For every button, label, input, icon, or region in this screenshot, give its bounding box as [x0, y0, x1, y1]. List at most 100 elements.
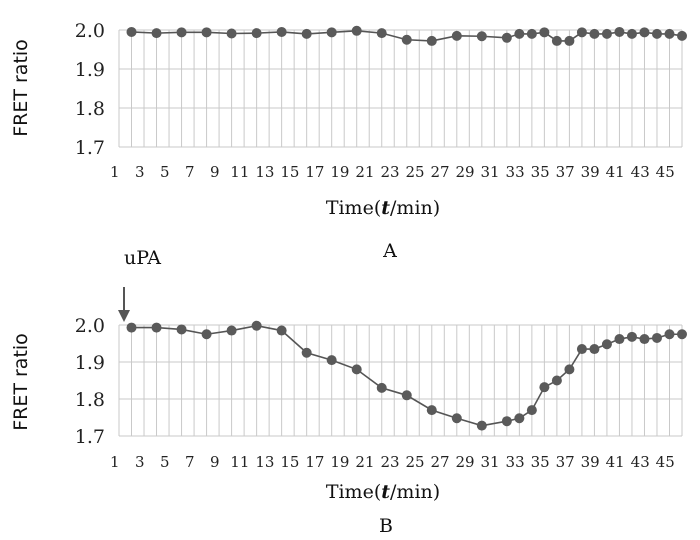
data-point — [126, 26, 137, 37]
x-ticks-a: 1 3 5 7 9 11 13 15 17 19 21 23 25 27 29 31 33 35 37 39 41 43 4… — [110, 163, 675, 181]
data-point — [326, 27, 337, 38]
y-tick-label: 1.8 — [75, 389, 105, 411]
x-tick-label: 17 — [305, 453, 324, 471]
data-point — [677, 30, 687, 41]
x-axis-label-b: Time(t/min) — [326, 481, 440, 503]
y-tick-label: 1.9 — [75, 352, 105, 374]
x-tick-label: 29 — [456, 453, 475, 471]
data-point — [201, 329, 212, 340]
data-point — [514, 413, 525, 424]
x-tick-label: 13 — [255, 163, 274, 181]
x-tick-label: 3 — [135, 453, 145, 471]
data-point — [514, 28, 525, 39]
y-ticks-b: 2.0 1.9 1.8 1.7 — [75, 315, 105, 448]
data-point — [401, 34, 412, 45]
data-point — [176, 324, 187, 335]
x-tick-label: 21 — [355, 453, 374, 471]
data-point — [226, 325, 237, 336]
data-point — [614, 26, 625, 37]
x-axis-label-a-prefix: Time( — [326, 197, 381, 219]
data-point — [614, 334, 625, 345]
data-point — [664, 329, 675, 340]
data-point — [626, 331, 637, 342]
x-tick-label: 37 — [556, 453, 575, 471]
x-tick-label: 33 — [506, 453, 525, 471]
x-tick-label: 1 — [110, 163, 120, 181]
x-tick-label: 17 — [305, 163, 324, 181]
data-point — [351, 25, 362, 36]
x-tick-label: 11 — [230, 163, 249, 181]
data-point — [451, 413, 462, 424]
data-point — [639, 27, 650, 38]
data-point — [564, 364, 575, 375]
x-tick-label: 9 — [210, 163, 220, 181]
y-axis-label-b: FRET ratio — [10, 333, 32, 431]
data-point — [539, 382, 550, 393]
data-point — [126, 322, 137, 333]
x-tick-label: 15 — [280, 453, 299, 471]
series-a — [126, 25, 687, 46]
data-point — [251, 28, 262, 39]
data-point — [601, 339, 612, 350]
chart-panel-b: uPA 2.01.91.81.7 1 3 5 7 9 11 13 15 17 19 21 23 25 27… — [10, 247, 687, 537]
data-point — [351, 364, 362, 375]
data-point — [376, 28, 387, 39]
data-point — [301, 347, 312, 358]
x-tick-label: 23 — [380, 163, 399, 181]
data-point — [626, 28, 637, 39]
y-tick-label: 1.9 — [75, 59, 105, 81]
y-tick-label: 1.7 — [75, 137, 105, 159]
data-point — [251, 320, 262, 331]
x-tick-label: 43 — [631, 163, 650, 181]
data-point — [501, 416, 512, 427]
x-tick-label: 19 — [330, 453, 349, 471]
x-ticks-b: 1 3 5 7 9 11 13 15 17 19 21 23 25 27 29 31 33 35 37 39 41 43 4… — [110, 453, 675, 471]
data-point — [426, 35, 437, 46]
x-tick-label: 5 — [160, 453, 170, 471]
data-point — [551, 375, 562, 386]
x-axis-label-a-suffix: /min) — [390, 197, 440, 219]
x-tick-label: 27 — [430, 453, 449, 471]
x-axis-label-b-suffix: /min) — [390, 481, 440, 503]
data-point — [476, 420, 487, 431]
x-tick-label: 45 — [656, 163, 675, 181]
y-tick-label: 2.0 — [75, 315, 105, 337]
x-tick-label: 31 — [481, 163, 500, 181]
data-point — [589, 28, 600, 39]
data-point — [576, 27, 587, 38]
y-tick-label: 1.7 — [75, 426, 105, 448]
x-tick-label: 7 — [185, 163, 195, 181]
data-point — [451, 30, 462, 41]
data-point — [651, 28, 662, 39]
x-axis-label-a: Time(t/min) — [326, 197, 440, 219]
grid-b — [118, 324, 683, 437]
y-axis-label-a: FRET ratio — [10, 39, 32, 137]
x-tick-label: 39 — [581, 163, 600, 181]
data-point — [526, 405, 537, 416]
data-point — [151, 322, 162, 333]
x-tick-label: 25 — [405, 453, 424, 471]
data-point — [401, 390, 412, 401]
data-point — [276, 26, 287, 37]
x-tick-label: 7 — [185, 453, 195, 471]
data-point — [501, 32, 512, 43]
data-point — [639, 334, 650, 345]
data-point — [226, 28, 237, 39]
data-point — [426, 405, 437, 416]
x-tick-label: 19 — [330, 163, 349, 181]
y-ticks-a: 2.0 1.9 1.8 1.7 — [75, 20, 105, 159]
x-axis-label-a-var: t — [381, 197, 390, 219]
x-tick-label: 11 — [230, 453, 249, 471]
chart-panel-a: 2.01.91.81.7 1 3 5 7 9 11 13 15 17 19 21 23 25 27 29 31… — [10, 20, 687, 262]
x-tick-label: 43 — [631, 453, 650, 471]
data-point — [176, 27, 187, 38]
x-tick-label: 13 — [255, 453, 274, 471]
data-point — [589, 344, 600, 355]
series-b — [126, 320, 687, 431]
annotation-upa: uPA — [124, 247, 161, 269]
data-point — [276, 325, 287, 336]
data-point — [551, 35, 562, 46]
data-point — [526, 28, 537, 39]
data-point — [151, 28, 162, 39]
